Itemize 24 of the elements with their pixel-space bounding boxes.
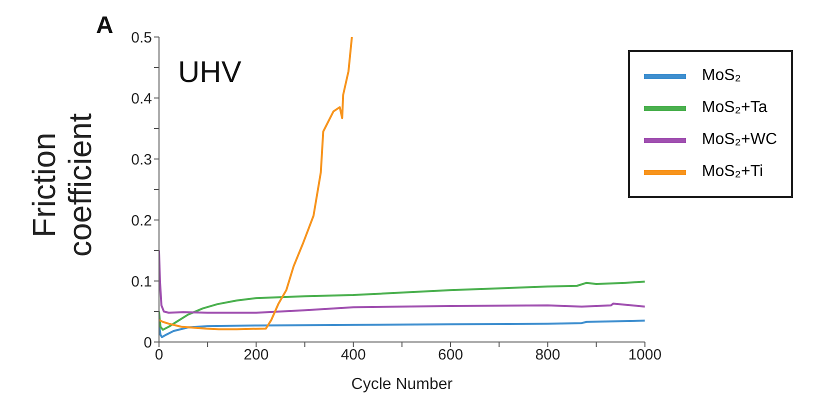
line-series <box>159 250 645 314</box>
x-axis-title: Cycle Number <box>351 376 454 393</box>
text: A <box>96 12 114 40</box>
x-tick-label: 200 <box>244 346 269 364</box>
x-tick-label: 400 <box>340 346 366 364</box>
y-tick-label: 0.3 <box>131 151 152 168</box>
x-tick-label: 600 <box>438 346 464 364</box>
y-tick-label: 0 <box>144 334 152 352</box>
y-tick-label: 0.2 <box>131 212 152 230</box>
x-tick-label: 0 <box>154 346 164 364</box>
annotation: UHV <box>178 56 242 90</box>
line-series <box>159 37 353 330</box>
x-tick-label: 800 <box>535 346 560 364</box>
y-tick-label: 0.4 <box>131 90 152 108</box>
line-series <box>159 320 645 338</box>
legend-label: MoS₂+Ti <box>702 163 764 181</box>
line-series <box>159 280 645 331</box>
y-tick-label: 0.1 <box>131 273 152 290</box>
legend-label: MoS₂+WC <box>702 131 777 149</box>
legend-label: MoS₂+Ta <box>702 99 768 117</box>
y-tick-label: 0.5 <box>131 29 152 46</box>
legend-label: MoS₂ <box>702 67 741 85</box>
y-axis-title: Friction coefficient <box>26 112 98 259</box>
x-tick-label: 1000 <box>628 346 662 364</box>
